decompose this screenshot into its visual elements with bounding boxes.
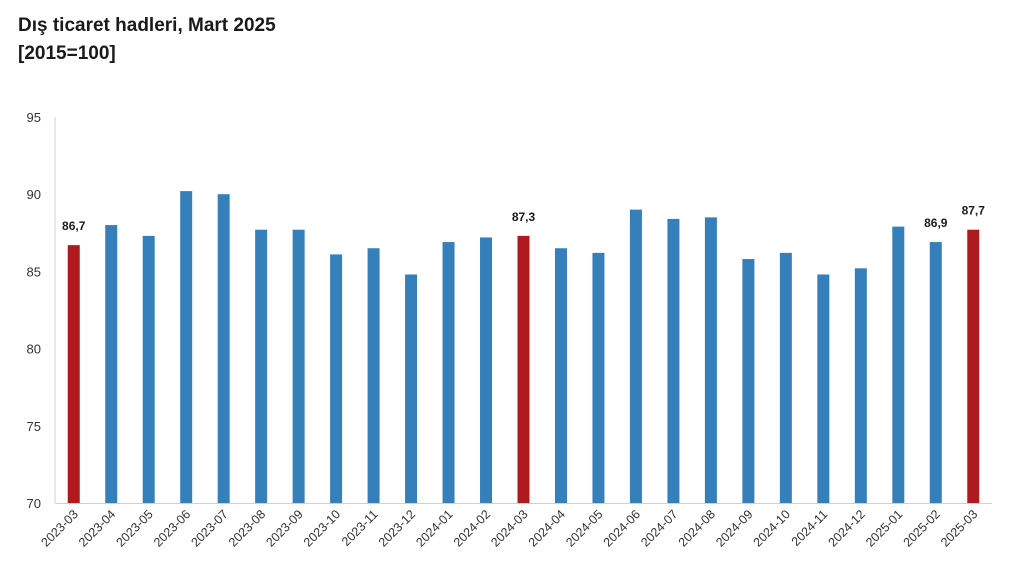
bar-2025-02 bbox=[929, 242, 942, 503]
x-tick-label: 2024-05 bbox=[563, 507, 605, 549]
bar-2024-01 bbox=[442, 242, 455, 503]
x-tick-label: 2024-08 bbox=[676, 507, 718, 549]
x-tick-label: 2024-09 bbox=[713, 507, 755, 549]
bar-2023-11 bbox=[367, 248, 380, 503]
bar-2023-05 bbox=[142, 235, 155, 503]
x-tick-label: 2023-07 bbox=[188, 507, 230, 549]
x-tick-label: 2023-06 bbox=[151, 507, 193, 549]
x-tick-label: 2024-02 bbox=[451, 507, 493, 549]
bar-2023-07 bbox=[217, 194, 230, 503]
x-tick-label: 2025-03 bbox=[938, 507, 980, 549]
y-tick-label: 80 bbox=[27, 342, 41, 357]
bar-2024-07 bbox=[667, 218, 680, 504]
title-block: Dış ticaret hadleri, Mart 2025 [2015=100… bbox=[18, 12, 276, 68]
bar-2024-04 bbox=[554, 248, 567, 503]
bar-2023-08 bbox=[255, 229, 268, 503]
x-tick-label: 2024-07 bbox=[638, 507, 680, 549]
y-tick-label: 95 bbox=[27, 110, 41, 125]
y-tick-label: 90 bbox=[27, 187, 41, 202]
bar-2023-09 bbox=[292, 229, 305, 503]
x-tick-label: 2024-11 bbox=[789, 507, 831, 549]
bar-2023-06 bbox=[180, 191, 193, 503]
bar-2024-08 bbox=[704, 217, 717, 504]
x-tick-label: 2024-06 bbox=[601, 507, 643, 549]
x-tick-label: 2023-11 bbox=[339, 507, 381, 549]
x-tick-label: 2024-04 bbox=[526, 507, 568, 549]
x-tick-label: 2024-01 bbox=[413, 507, 455, 549]
bar-2025-01 bbox=[892, 226, 905, 503]
bar-2025-03 bbox=[967, 229, 980, 503]
x-tick-label: 2025-01 bbox=[863, 507, 905, 549]
x-tick-label: 2023-04 bbox=[76, 507, 118, 549]
x-tick-label: 2023-03 bbox=[39, 507, 81, 549]
x-tick-label: 2025-02 bbox=[901, 507, 943, 549]
bar-2024-11 bbox=[817, 274, 830, 503]
x-tick-label: 2024-12 bbox=[826, 507, 868, 549]
bar-2023-10 bbox=[330, 254, 343, 503]
x-tick-label: 2023-10 bbox=[301, 507, 343, 549]
y-tick-label: 70 bbox=[27, 496, 41, 511]
data-label-2025-03: 87,7 bbox=[962, 204, 986, 218]
bar-2024-05 bbox=[592, 252, 605, 503]
x-tick-label: 2024-03 bbox=[488, 507, 530, 549]
bar-2024-06 bbox=[629, 209, 642, 503]
data-label-2025-02: 86,9 bbox=[924, 216, 948, 230]
bar-2023-12 bbox=[405, 274, 418, 503]
chart-subtitle: [2015=100] bbox=[18, 43, 116, 64]
bar-2023-03 bbox=[67, 245, 80, 504]
bar-2024-12 bbox=[854, 268, 867, 503]
chart-title: Dış ticaret hadleri, Mart 2025 bbox=[18, 15, 276, 36]
y-tick-label: 85 bbox=[27, 264, 41, 279]
bar-2024-09 bbox=[742, 259, 755, 503]
x-tick-label: 2023-08 bbox=[226, 507, 268, 549]
data-label-2024-03: 87,3 bbox=[512, 210, 536, 224]
bar-2024-03 bbox=[517, 235, 530, 503]
x-tick-label: 2023-05 bbox=[113, 507, 155, 549]
data-label-2023-03: 86,7 bbox=[62, 219, 86, 233]
x-tick-label: 2023-09 bbox=[263, 507, 305, 549]
x-tick-label: 2023-12 bbox=[376, 507, 418, 549]
bar-2023-04 bbox=[105, 225, 118, 503]
bar-2024-02 bbox=[480, 237, 493, 503]
y-tick-label: 75 bbox=[27, 419, 41, 434]
x-tick-label: 2024-10 bbox=[751, 507, 793, 549]
bar-2024-10 bbox=[779, 252, 792, 503]
